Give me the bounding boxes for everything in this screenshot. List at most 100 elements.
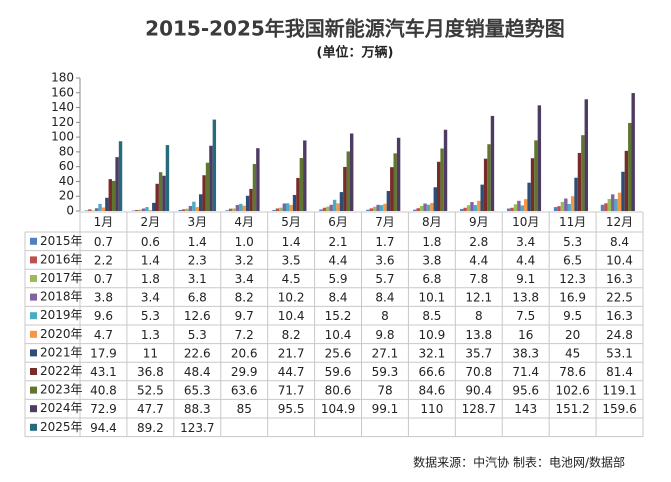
table-value: 0.7 <box>94 235 113 249</box>
table-value: 10.4 <box>325 328 352 342</box>
table-value: 3.2 <box>235 253 254 267</box>
bar <box>235 204 240 211</box>
table-value: 1.8 <box>422 235 441 249</box>
bar <box>477 200 481 211</box>
legend-key <box>30 349 37 357</box>
table-value: 8.4 <box>610 235 629 249</box>
table-value: 17.9 <box>90 346 117 360</box>
bar <box>98 203 102 211</box>
table-value: 128.7 <box>462 402 496 416</box>
table-value: 70.8 <box>465 365 492 379</box>
table-value: 16.3 <box>606 309 633 323</box>
legend-label: 2016年 <box>40 252 83 266</box>
bar <box>326 206 330 211</box>
table-value: 84.6 <box>419 384 446 398</box>
table-value: 2.1 <box>328 235 347 249</box>
table-value: 99.1 <box>372 402 399 416</box>
table-value: 104.9 <box>321 402 355 416</box>
bar <box>628 122 632 211</box>
y-tick-label: 160 <box>51 85 74 99</box>
bar <box>239 203 243 211</box>
table-value: 71.4 <box>512 365 539 379</box>
bar <box>242 205 246 211</box>
bar <box>520 205 525 211</box>
chart-subtitle: (单位：万辆) <box>317 45 394 61</box>
bar <box>252 164 257 211</box>
table-value: 10.4 <box>606 253 633 267</box>
table-value: 1.4 <box>282 235 301 249</box>
bar <box>376 204 380 211</box>
bar <box>440 148 444 211</box>
table-value: 40.8 <box>90 384 117 398</box>
table-value: 5.3 <box>188 328 207 342</box>
table-value: 47.7 <box>137 402 164 416</box>
legend-label: 2024年 <box>40 401 83 415</box>
bar <box>188 205 193 211</box>
bar <box>339 192 344 211</box>
table-value: 10.9 <box>419 328 446 342</box>
bar <box>296 177 300 211</box>
table-value: 7.2 <box>235 328 254 342</box>
table-value: 4.4 <box>469 253 488 267</box>
bar <box>466 205 471 211</box>
x-tick-label: 10月 <box>512 215 539 229</box>
table-value: 8.2 <box>235 291 254 305</box>
bar <box>396 137 401 211</box>
bar <box>209 145 213 211</box>
bar <box>155 183 159 211</box>
table-value: 21.7 <box>278 346 305 360</box>
bar <box>537 105 542 211</box>
table-value: 3.8 <box>422 253 441 267</box>
bar <box>379 205 384 211</box>
table-value: 16.9 <box>559 291 586 305</box>
table-value: 66.6 <box>419 365 446 379</box>
legend-key <box>30 386 37 394</box>
bar <box>574 177 578 211</box>
bar <box>145 207 149 211</box>
table-value: 65.3 <box>184 384 211 398</box>
table-value: 24.8 <box>606 328 633 342</box>
table-value: 81.4 <box>606 365 633 379</box>
table-value: 2.3 <box>188 253 207 267</box>
legend-label: 2019年 <box>40 308 83 322</box>
table-value: 59.6 <box>325 365 352 379</box>
bar <box>443 129 448 211</box>
bar <box>232 208 236 211</box>
legend-key <box>30 275 37 282</box>
bar <box>524 199 528 211</box>
table-value: 59.3 <box>372 365 399 379</box>
legend-key <box>30 312 37 320</box>
bar <box>202 175 206 211</box>
table-value: 3.4 <box>141 291 160 305</box>
x-tick-label: 7月 <box>375 215 395 229</box>
bar <box>480 184 484 211</box>
bar <box>101 207 106 211</box>
table-value: 29.9 <box>231 365 258 379</box>
bar <box>577 152 582 211</box>
table-value: 48.4 <box>184 365 211 379</box>
table-value: 0.7 <box>94 272 113 286</box>
bar <box>152 202 156 211</box>
x-tick-label: 8月 <box>422 215 442 229</box>
bar <box>88 209 92 211</box>
bar <box>343 166 347 211</box>
y-tick-label: 80 <box>59 144 74 158</box>
bar <box>349 133 354 211</box>
bar <box>115 157 119 211</box>
table-value: 78.6 <box>559 365 586 379</box>
table-value: 71.7 <box>278 384 305 398</box>
bar <box>256 148 260 211</box>
bar <box>91 210 95 211</box>
table-value: 8.5 <box>422 309 441 323</box>
table-value: 6.5 <box>563 253 582 267</box>
bar <box>567 203 571 211</box>
bar <box>158 172 163 211</box>
table-value: 4.7 <box>94 328 113 342</box>
bar <box>94 208 99 211</box>
bar <box>430 202 434 211</box>
table-value: 32.1 <box>419 346 446 360</box>
table-value: 143 <box>514 402 537 416</box>
bar <box>366 209 370 211</box>
bar <box>513 204 518 211</box>
table-value: 94.4 <box>90 421 117 435</box>
